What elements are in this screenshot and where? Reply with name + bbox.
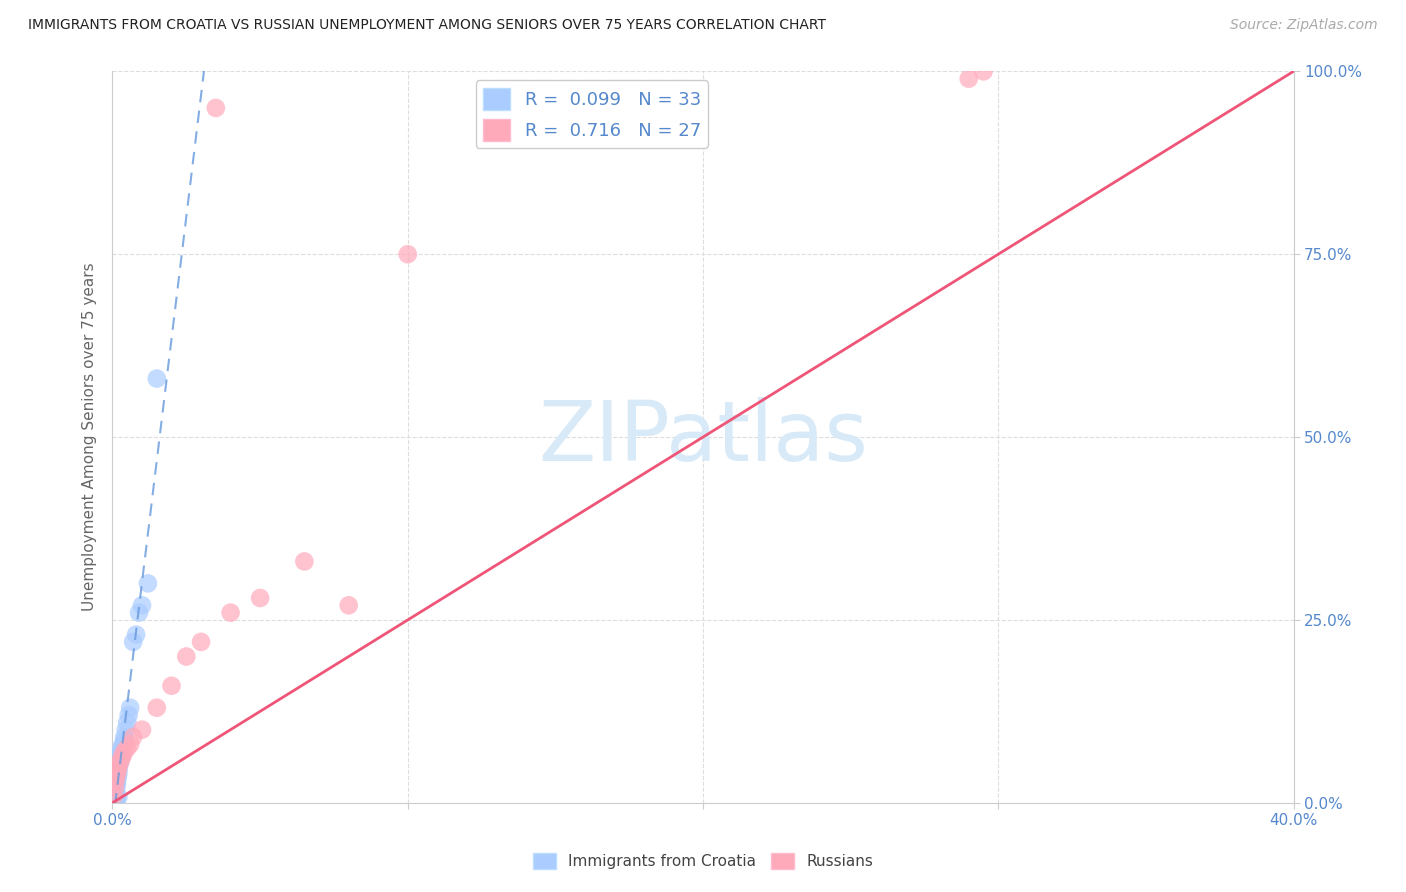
Legend: Immigrants from Croatia, Russians: Immigrants from Croatia, Russians (527, 847, 879, 875)
Point (125, 627, 148, 641)
Text: Source: ZipAtlas.com: Source: ZipAtlas.com (1230, 18, 1378, 32)
Point (111, 748, 134, 763)
Point (146, 371, 169, 385)
Point (104, 789, 127, 803)
Point (110, 752, 132, 766)
Point (174, 649, 197, 664)
Point (160, 679, 183, 693)
Point (112, 745, 135, 759)
Point (128, 606, 150, 620)
Point (110, 740, 132, 755)
Point (205, 101, 228, 115)
Point (110, 748, 132, 763)
Text: IMMIGRANTS FROM CROATIA VS RUSSIAN UNEMPLOYMENT AMONG SENIORS OVER 75 YEARS CORR: IMMIGRANTS FROM CROATIA VS RUSSIAN UNEMP… (28, 18, 827, 32)
Point (219, 606, 242, 620)
Point (108, 759, 131, 773)
Point (957, 71, 980, 86)
Point (110, 745, 132, 759)
Point (111, 737, 134, 751)
Point (105, 777, 128, 792)
Point (108, 752, 131, 766)
Point (108, 756, 131, 770)
Point (104, 773, 127, 788)
Point (122, 730, 145, 744)
Point (292, 554, 315, 568)
Point (973, 64, 995, 78)
Point (103, 789, 125, 803)
Point (107, 789, 129, 804)
Point (249, 591, 271, 605)
Point (118, 708, 141, 723)
Point (190, 635, 212, 649)
Point (131, 599, 153, 613)
Point (117, 715, 138, 730)
Point (105, 766, 128, 780)
Point (107, 763, 129, 777)
Point (104, 793, 127, 807)
Point (105, 791, 128, 805)
Point (104, 794, 127, 808)
Point (112, 733, 135, 747)
Point (105, 781, 128, 796)
Point (120, 700, 142, 714)
Point (103, 794, 125, 808)
Point (131, 723, 153, 737)
Point (337, 599, 360, 613)
Point (117, 740, 138, 755)
Point (122, 635, 145, 649)
Point (107, 766, 129, 780)
Point (104, 781, 127, 796)
Point (120, 737, 142, 751)
Point (108, 756, 131, 770)
Point (107, 770, 129, 784)
Point (146, 700, 169, 714)
Text: ZIPatlas: ZIPatlas (538, 397, 868, 477)
Point (104, 785, 127, 799)
Point (107, 763, 129, 777)
Point (112, 730, 135, 744)
Point (105, 770, 128, 784)
Point (396, 247, 419, 261)
Legend: R =  0.099   N = 33, R =  0.716   N = 27: R = 0.099 N = 33, R = 0.716 N = 27 (475, 80, 709, 148)
Point (114, 723, 136, 737)
Point (107, 759, 129, 773)
Point (136, 576, 159, 591)
Point (103, 792, 125, 806)
Point (105, 773, 128, 788)
Y-axis label: Unemployment Among Seniors over 75 years: Unemployment Among Seniors over 75 years (82, 263, 97, 611)
